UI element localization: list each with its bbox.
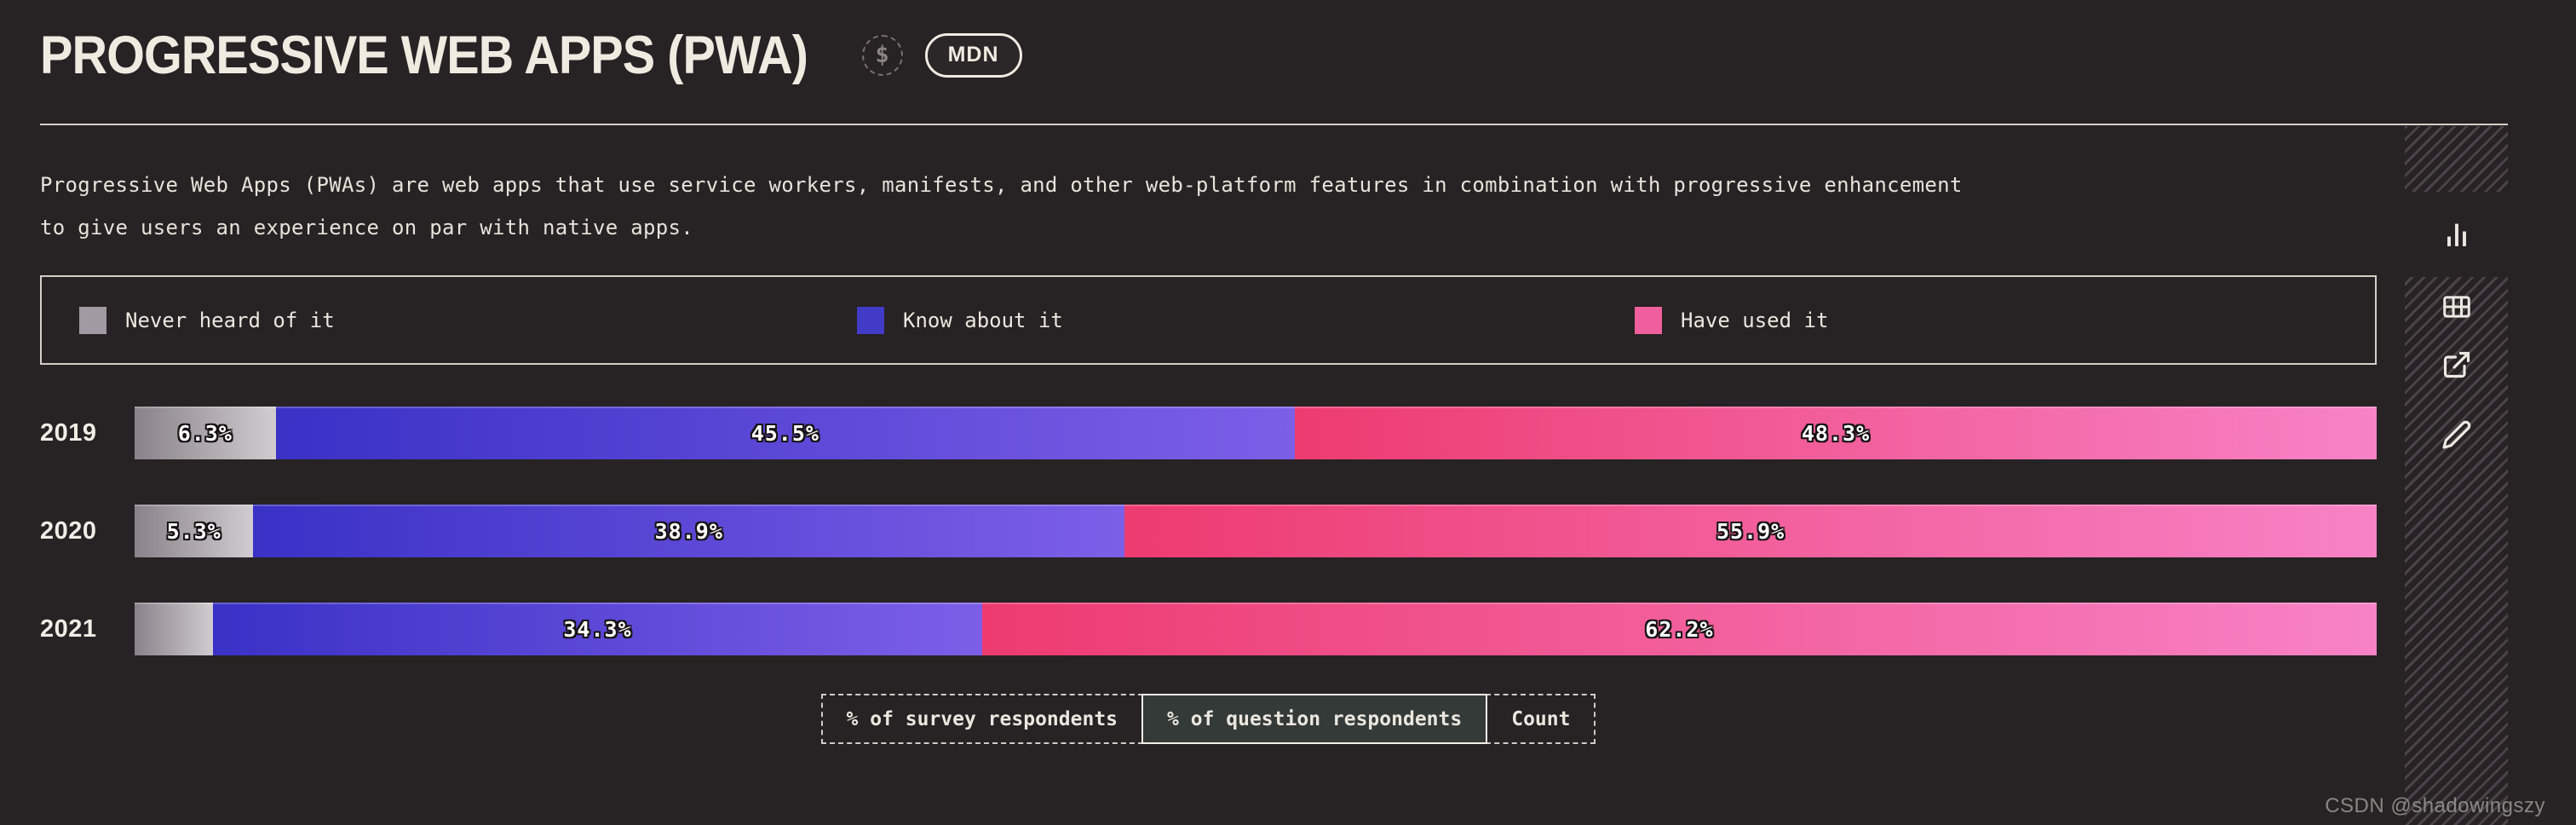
bar-chart-icon[interactable] [2405,192,2508,277]
table-icon[interactable] [2405,288,2508,326]
edit-icon[interactable] [2405,416,2508,453]
unit-switcher: % of survey respondents% of question res… [40,694,2377,744]
chart-toolbar [2405,126,2508,825]
legend-label: Never heard of it [125,308,335,332]
stacked-bar-chart: 2019 6.3% 45.5% 48.3% 2020 5.3% 38.9% 55.9% 2021… [40,380,2377,655]
bar-segment[interactable]: 6.3% [135,407,276,459]
chart-row-2019: 2019 6.3% 45.5% 48.3% [40,407,2377,459]
stacked-bar: 5.3% 38.9% 55.9% [135,505,2377,557]
bar-segment[interactable]: 34.3% [213,603,982,655]
stacked-bar: 34.3% 62.2% [135,603,2377,655]
legend-label: Have used it [1681,308,1829,332]
legend-item-have_used[interactable]: Have used it [1597,306,2375,334]
unit-button-count[interactable]: Count [1486,694,1596,744]
segment-value-label: 45.5% [750,420,819,446]
legend-swatch-have_used [1635,306,1662,334]
legend-swatch-never_heard [79,306,106,334]
page-title: PROGRESSIVE WEB APPS (PWA) [40,25,808,85]
segment-value-label: 34.3% [563,616,632,642]
header-divider [40,124,2508,125]
legend-swatch-know_about [857,306,884,334]
external-link-icon[interactable] [2405,346,2508,384]
segment-value-label: 48.3% [1801,420,1871,446]
segment-value-label: 38.9% [654,518,723,544]
row-year-label: 2020 [40,516,97,545]
bar-segment[interactable]: 38.9% [253,505,1125,557]
row-year-label: 2019 [40,418,97,447]
description: Progressive Web Apps (PWAs) are web apps… [40,173,1963,239]
header: PROGRESSIVE WEB APPS (PWA) $ MDN [40,25,1022,85]
legend-item-know_about[interactable]: Know about it [819,306,1597,334]
bar-segment[interactable]: 55.9% [1124,505,2377,557]
dollar-icon[interactable]: $ [861,34,903,76]
bar-segment[interactable]: 45.5% [275,407,1295,459]
watermark: CSDN @shadowingszy [2325,794,2545,817]
legend-label: Know about it [903,308,1063,332]
legend: Never heard of it Know about it Have used … [40,275,2377,365]
mdn-badge[interactable]: MDN [924,32,1022,78]
bar-segment[interactable]: 5.3% [135,505,254,557]
segment-value-label: 6.3% [177,420,233,446]
bar-segment[interactable]: 48.3% [1295,407,2377,459]
segment-value-label: 62.2% [1645,616,1714,642]
unit-button-of-survey-respondents[interactable]: % of survey respondents [820,694,1144,744]
bar-segment[interactable]: 62.2% [981,603,2377,655]
row-year-label: 2021 [40,614,97,643]
segment-value-label: 5.3% [166,518,221,544]
legend-item-never_heard[interactable]: Never heard of it [42,306,819,334]
stacked-bar: 6.3% 45.5% 48.3% [135,407,2377,459]
unit-button-of-question-respondents[interactable]: % of question respondents [1141,694,1488,744]
chart-row-2020: 2020 5.3% 38.9% 55.9% [40,505,2377,557]
bar-segment[interactable] [135,603,214,655]
chart-row-2021: 2021 34.3% 62.2% [40,603,2377,655]
segment-value-label: 55.9% [1716,518,1785,544]
